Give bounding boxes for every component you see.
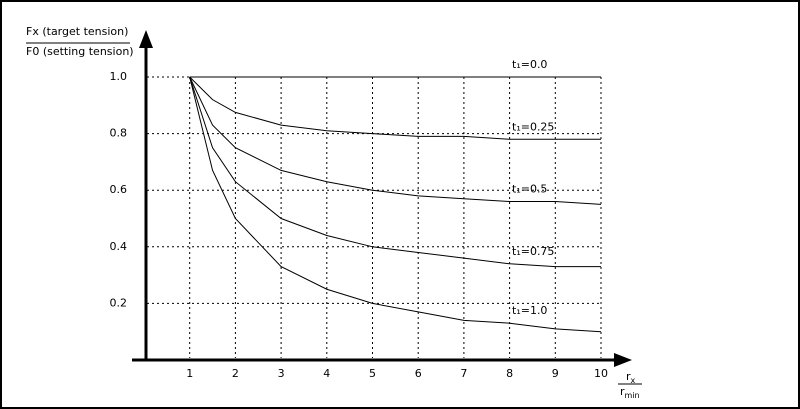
curve-label: t₁=0.75: [512, 245, 554, 258]
x-tick-label: 1: [186, 367, 193, 380]
x-tick-label: 8: [506, 367, 513, 380]
x-label-r: r: [626, 370, 631, 383]
y-tick-label: 1.0: [110, 70, 128, 83]
x-tick-label: 7: [460, 367, 467, 380]
curve: [189, 76, 601, 140]
x-tick-label: 2: [232, 367, 239, 380]
x-tick-label: 10: [594, 367, 608, 380]
y-axis-arrow: [139, 30, 153, 48]
curve: [189, 76, 601, 268]
y-tick-label: 0.4: [110, 240, 128, 253]
x-tick-label: 6: [415, 367, 422, 380]
x-tick-label: 9: [552, 367, 559, 380]
x-label-r: r: [620, 385, 625, 398]
y-label-numerator: Fx (target tension): [26, 25, 128, 38]
curve: [189, 76, 602, 333]
x-label-denominator: rmin: [620, 385, 640, 400]
curve-label: t₁=1.0: [512, 304, 547, 317]
curve: [189, 76, 602, 205]
curve-label: t₁=0.5: [512, 183, 547, 196]
y-tick-label: 0.8: [110, 127, 128, 140]
x-label-sub: min: [625, 391, 640, 400]
y-label-denominator: F0 (setting tension): [26, 45, 134, 58]
y-tick-label: 0.2: [110, 296, 128, 309]
x-axis-arrow: [614, 353, 632, 367]
curve-label: t₁=0.25: [512, 120, 554, 133]
x-tick-label: 4: [323, 367, 330, 380]
x-tick-label: 3: [278, 367, 285, 380]
curve-label: t₁=0.0: [512, 58, 547, 71]
y-tick-label: 0.6: [110, 183, 128, 196]
x-label-numerator: rx: [626, 370, 636, 385]
x-label-sub: x: [631, 376, 636, 385]
x-tick-label: 5: [369, 367, 376, 380]
